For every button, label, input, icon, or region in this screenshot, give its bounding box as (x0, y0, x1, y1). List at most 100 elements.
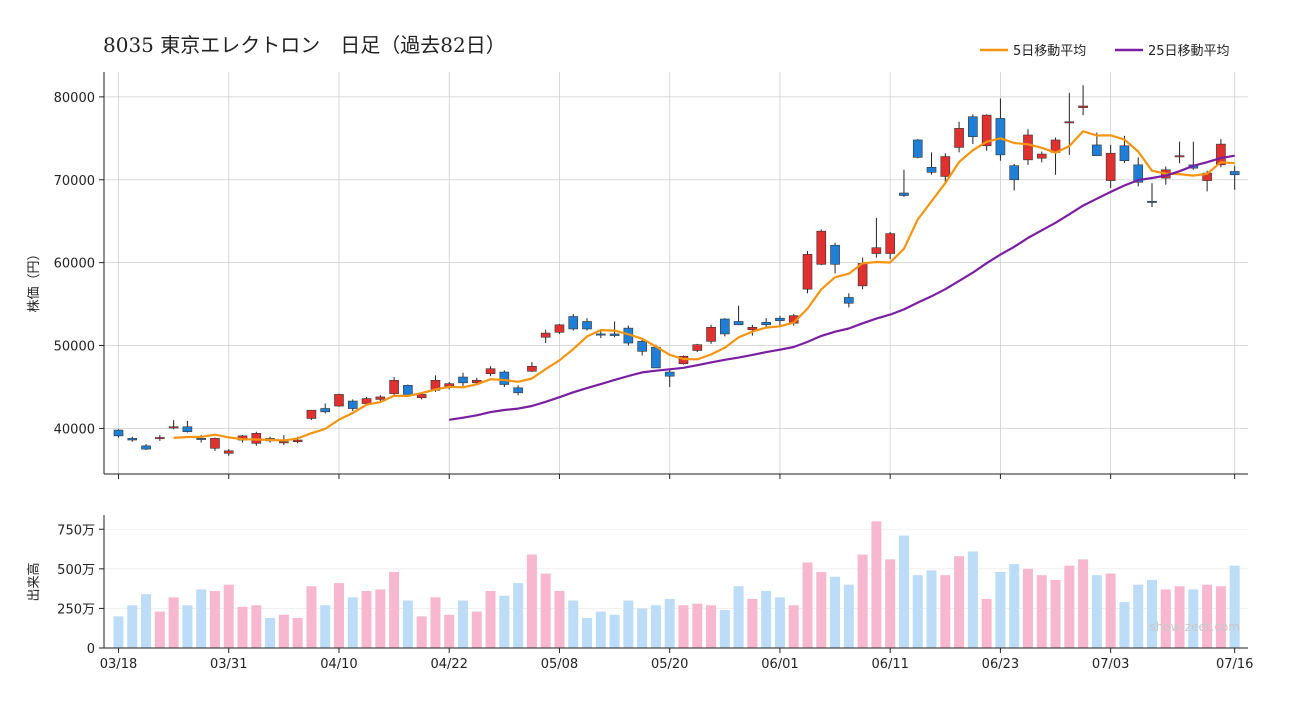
volume-bar (706, 605, 717, 648)
volume-bar (306, 586, 317, 648)
volume-bar (485, 591, 496, 648)
x-axis-ticks: 03/18 03/31 04/10 04/22 05/08 05/20 06/01 06/11… (100, 474, 1253, 672)
price-ytick-label: 40000 (54, 422, 95, 437)
candle-body (361, 398, 372, 404)
ma25-line (449, 154, 1235, 421)
candle-body (706, 326, 716, 342)
candle-body (802, 254, 813, 290)
volume-bar (223, 584, 234, 648)
candle-body (954, 128, 964, 148)
candle-body (1092, 144, 1102, 157)
candle-body (1119, 145, 1130, 161)
volume-bar (416, 616, 427, 648)
candle-body (968, 116, 978, 137)
candle-body (637, 341, 647, 352)
volume-ytick-label: 750万 (57, 523, 95, 538)
candle-body (664, 371, 675, 377)
axes (103, 72, 1248, 649)
volume-bar (1091, 575, 1102, 648)
candle-body (816, 230, 827, 265)
volume-bar (554, 591, 565, 648)
volume-bar (113, 616, 124, 648)
candle-body (320, 408, 331, 413)
volume-bar (912, 575, 923, 648)
candle-body (1133, 164, 1144, 183)
candle-body (554, 324, 565, 333)
volume-bar (209, 591, 220, 648)
candle-body (830, 244, 840, 265)
candle-body (292, 439, 303, 442)
candle-body (568, 316, 579, 330)
volume-bar (843, 584, 854, 648)
volume-bar (1105, 573, 1116, 648)
xtick-label: 05/20 (651, 657, 688, 672)
volume-bar (1147, 579, 1157, 648)
price-ytick-label: 80000 (54, 91, 95, 106)
volume-bar (347, 597, 358, 648)
candle-body (1009, 165, 1020, 181)
volume-bar (609, 614, 620, 648)
volume-ytick-label: 0 (87, 642, 95, 657)
volume-bar (278, 614, 289, 648)
volume-bar (127, 605, 138, 648)
price-axis-label: 株価（円） (27, 247, 42, 312)
candle-body (747, 326, 758, 331)
xtick-label: 04/22 (430, 657, 467, 672)
volume-bar (389, 572, 400, 648)
volume-bar (761, 591, 772, 648)
volume-bar (678, 605, 689, 648)
candle-body (609, 333, 620, 336)
candle-body (113, 429, 124, 437)
volume-bar (1036, 575, 1047, 648)
legend: 5日移動平均 25日移動平均 (980, 44, 1230, 59)
volume-ytick-label: 500万 (57, 563, 95, 578)
volume-bar (830, 576, 841, 648)
price-ytick-label: 50000 (54, 340, 95, 355)
volume-bar (402, 600, 413, 648)
candle-body (306, 409, 317, 419)
volume-bar (595, 611, 606, 648)
candle-body (416, 394, 427, 399)
candle-body (926, 167, 937, 173)
volume-bar (333, 583, 344, 648)
ma5-line (173, 130, 1235, 442)
candle-body (389, 380, 399, 394)
candle-body (1064, 121, 1075, 124)
volume-bar (1078, 559, 1089, 648)
volume-bar (637, 608, 648, 648)
candle-body (499, 371, 510, 385)
candle-body (403, 385, 413, 396)
legend-label-ma5: 5日移動平均 (1013, 44, 1086, 59)
candle-body (127, 438, 138, 441)
candle-body (885, 233, 895, 254)
volume-bar (430, 597, 441, 648)
xtick-label: 04/10 (320, 657, 357, 672)
volume-bar (182, 605, 193, 648)
candle-body (775, 317, 785, 321)
volume-bar (1119, 602, 1130, 648)
candle-body (347, 400, 358, 409)
volume-bar (1050, 579, 1061, 648)
candle-body (912, 139, 923, 158)
volume-bar (967, 551, 978, 648)
volume-bar (458, 600, 468, 648)
volume-bar (526, 554, 537, 648)
volume-bar (361, 591, 372, 648)
candle-body (458, 376, 468, 384)
volume-bar (1202, 584, 1213, 648)
candle-body (995, 118, 1006, 156)
volume-bar (816, 572, 827, 648)
candle-body (692, 344, 703, 351)
candle-body (279, 441, 289, 444)
volume-bar (540, 573, 551, 648)
volume-bar (1009, 564, 1020, 648)
volume-axis-label: 出来高 (26, 562, 42, 601)
candle-body (141, 445, 151, 450)
volume-bar (320, 605, 331, 648)
candle-body (223, 450, 234, 454)
candle-body (155, 437, 165, 440)
chart-title: 8035 東京エレクトロン 日足（過去82日） (103, 33, 506, 57)
volume-bar (1215, 586, 1226, 648)
candle-body (196, 438, 206, 440)
